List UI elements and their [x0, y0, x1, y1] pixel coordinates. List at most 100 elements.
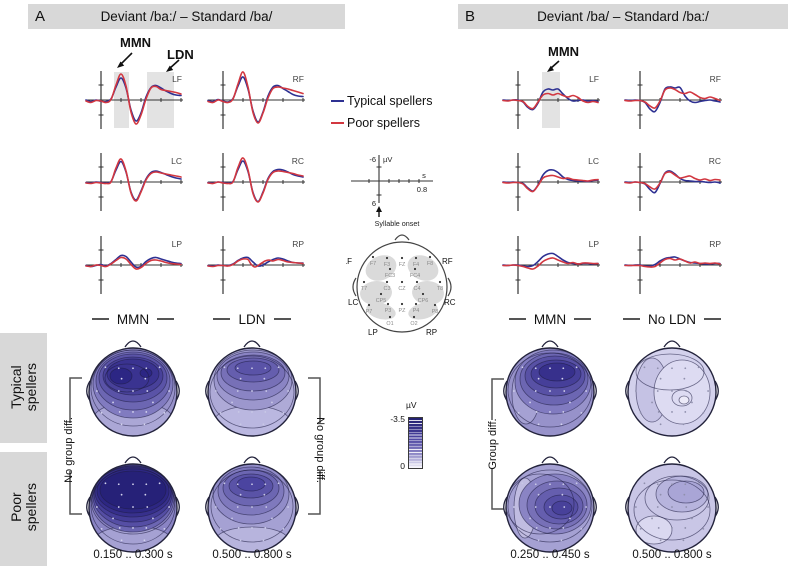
electrode-dot — [549, 411, 551, 413]
erp-plot-a-rp: RP — [207, 236, 305, 294]
contour-fill — [653, 359, 711, 425]
electrode-dot — [265, 390, 268, 392]
electrode-dot — [683, 377, 686, 380]
electrode-dot — [132, 527, 134, 529]
electrode-dot — [282, 412, 285, 414]
electrode-dot — [132, 483, 134, 486]
head-outline — [88, 347, 178, 437]
electrode-dot — [639, 528, 642, 530]
electrode-dot — [671, 506, 673, 508]
electrode-dot — [236, 367, 239, 370]
erp-plot-a-rc: RC — [207, 153, 305, 211]
topomap-a-ldn-poor — [205, 456, 299, 553]
electrode-dot — [163, 412, 166, 414]
plot-region-label: RP — [709, 239, 721, 249]
electrode-dot — [385, 256, 389, 260]
electrode-dot — [112, 517, 114, 520]
electrode-dot — [118, 527, 121, 529]
nose — [541, 340, 559, 348]
legend: Typical spellers Poor spellers — [331, 93, 432, 137]
electrode-label: F7 — [370, 261, 376, 267]
contour-fill — [99, 470, 167, 510]
electrode-dot — [120, 539, 123, 542]
montage-region-label: RF — [442, 257, 453, 266]
electrode-label: P4 — [413, 308, 420, 314]
electrode-dot — [534, 483, 537, 486]
scale-ymin-label: -6 — [369, 155, 376, 164]
electrode-label: T8 — [437, 286, 443, 292]
electrode-dot — [263, 493, 266, 496]
plot-region-label: LF — [589, 74, 599, 84]
annotation-arrow-mmn-a — [117, 52, 133, 68]
electrode-dot — [146, 390, 149, 392]
electrode-dot — [563, 390, 566, 392]
electrode-dot — [697, 366, 700, 369]
electrode-dot — [362, 280, 366, 284]
erp-plot-b-rf: RF — [624, 71, 722, 129]
nose — [663, 340, 681, 348]
annotation-arrow-mmn-b — [547, 60, 560, 72]
electrode-dot — [264, 367, 267, 370]
contour-ring — [635, 353, 705, 391]
electrode-dot — [145, 411, 148, 413]
column-header-a-ldn: LDN — [190, 310, 314, 328]
legend-label-typical: Typical spellers — [347, 94, 433, 108]
electrode-dot — [521, 366, 524, 369]
electrode-dot — [400, 256, 404, 260]
bracket-a-left — [69, 377, 82, 515]
electrode-dot — [659, 377, 662, 380]
electrode-dot — [707, 390, 709, 392]
panel-b-header: B Deviant /ba/ – Standard /ba:/ — [458, 4, 788, 29]
electrode-dot — [562, 527, 565, 529]
electrode-dot — [549, 483, 551, 486]
electrode-dot — [96, 506, 98, 508]
electrode-dot — [684, 411, 687, 413]
electrode-dot — [239, 377, 242, 380]
panel-a-header: A Deviant /ba:/ – Standard /ba/ — [28, 4, 345, 29]
electrode-dot — [251, 506, 253, 508]
contour-ring — [90, 467, 176, 545]
plot-region-label: RF — [293, 74, 304, 84]
electrode-dot — [569, 517, 571, 520]
contour-fill — [551, 500, 573, 516]
electrode-dot — [236, 506, 239, 508]
nose — [541, 456, 559, 464]
electrode-dot — [549, 390, 551, 392]
electrode-dot — [438, 280, 442, 284]
head-outline — [505, 347, 595, 437]
electrode-dot — [271, 517, 273, 520]
erp-curve-typical — [85, 254, 182, 269]
electrode-dot — [656, 367, 659, 370]
electrode-label: P7 — [366, 309, 373, 315]
electrode-dot — [146, 506, 149, 508]
erp-plot-b-rp: RP — [624, 236, 722, 294]
electrode-dot — [529, 401, 531, 404]
contour-ring — [90, 465, 176, 535]
electrode-dot — [231, 517, 233, 520]
colorbar — [408, 417, 423, 469]
erp-plot-b-lp: LP — [502, 236, 600, 294]
legend-item-poor: Poor spellers — [331, 115, 432, 131]
electrode-dot — [580, 412, 583, 414]
electrode-dot — [549, 506, 551, 508]
electrode-label: FC4 — [410, 273, 420, 279]
electrode-dot — [656, 390, 659, 392]
erp-plot-a-lp: LP — [85, 236, 183, 294]
electrode-dot — [262, 423, 265, 426]
electrode-dot — [251, 390, 253, 392]
electrode-dot — [635, 506, 637, 508]
electrode-dot — [237, 527, 240, 529]
electrode-dot — [264, 483, 267, 486]
electrode-dot — [277, 482, 280, 485]
plot-region-label: RC — [709, 156, 721, 166]
electrode-dot — [691, 401, 693, 404]
topomap-b-noldn-poor — [625, 456, 719, 553]
electrode-dot — [120, 493, 123, 496]
colorbar-min-label: 0 — [400, 461, 405, 471]
electrode-dot — [428, 255, 432, 259]
electrode-dot — [100, 412, 103, 414]
montage-sector — [360, 280, 392, 306]
electrode-dot — [262, 539, 265, 542]
legend-item-typical: Typical spellers — [331, 93, 432, 109]
